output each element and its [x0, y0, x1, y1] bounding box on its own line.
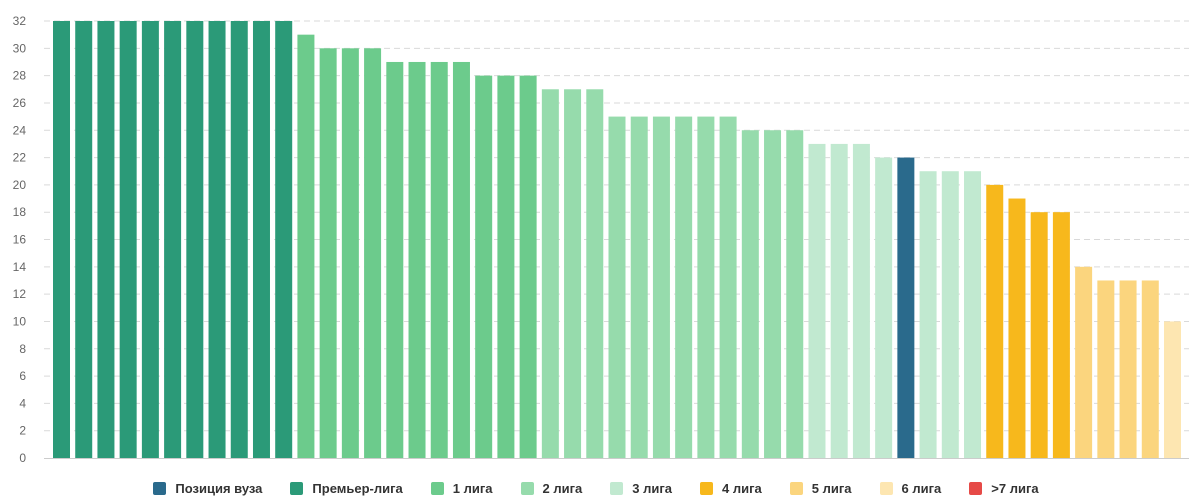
bar[interactable]	[1097, 280, 1115, 458]
legend-label: 3 лига	[632, 480, 673, 496]
y-tick-label: 0	[19, 451, 26, 465]
bar[interactable]	[230, 21, 248, 458]
legend-item-l3[interactable]: 3 лига	[610, 481, 672, 496]
bar[interactable]	[719, 116, 737, 458]
bar[interactable]	[1141, 280, 1159, 458]
legend: Позиция вуза Премьер-лига 1 лига 2 лига 3 ли…	[0, 478, 1192, 498]
bar[interactable]	[1075, 266, 1093, 458]
bar[interactable]	[164, 21, 182, 458]
y-tick-label: 8	[19, 342, 26, 356]
legend-swatch	[610, 481, 624, 495]
bar[interactable]	[141, 21, 159, 458]
bar[interactable]	[764, 130, 782, 458]
bar[interactable]	[630, 116, 648, 458]
legend-item-l7[interactable]: >7 лига	[969, 480, 1039, 496]
bar[interactable]	[1119, 280, 1137, 458]
y-tick-label: 4	[19, 396, 26, 410]
legend-swatch	[290, 481, 304, 495]
legend-swatch	[969, 481, 983, 495]
bar[interactable]	[319, 48, 337, 459]
legend-label: 4 лига	[722, 480, 762, 496]
bar[interactable]	[919, 171, 937, 458]
bar[interactable]	[275, 21, 293, 458]
bar[interactable]	[986, 184, 1004, 459]
bar[interactable]	[675, 116, 693, 458]
bar[interactable]	[964, 171, 982, 458]
legend-item-pos[interactable]: Позиция вуза	[153, 481, 262, 496]
bar[interactable]	[1164, 321, 1181, 458]
bar[interactable]	[941, 171, 959, 458]
bar[interactable]	[541, 89, 559, 458]
bar[interactable]	[75, 21, 93, 458]
legend-swatch	[700, 481, 714, 495]
y-tick-label: 18	[13, 205, 27, 219]
bar-university-position[interactable]	[897, 157, 915, 458]
bar[interactable]	[119, 21, 137, 458]
legend-item-l5[interactable]: 5 лига	[789, 480, 852, 496]
bar[interactable]	[430, 61, 448, 458]
bar[interactable]	[452, 61, 470, 458]
bar[interactable]	[53, 21, 70, 458]
legend-label: Позиция вуза	[175, 480, 263, 496]
legend-swatch	[430, 481, 444, 495]
y-tick-label: 6	[19, 369, 26, 383]
legend-item-premier[interactable]: Премьер-лига	[290, 480, 403, 496]
bar[interactable]	[386, 61, 404, 458]
bar[interactable]	[697, 116, 715, 458]
bar[interactable]	[364, 48, 382, 459]
legend-item-l1[interactable]: 1 лига	[430, 480, 493, 496]
bar[interactable]	[564, 89, 582, 458]
bar[interactable]	[252, 21, 270, 458]
legend-item-l4[interactable]: 4 лига	[700, 481, 762, 496]
y-tick-label: 22	[13, 151, 27, 165]
y-tick-label: 20	[13, 178, 27, 192]
legend-swatch	[879, 481, 893, 495]
legend-label: 6 лига	[901, 480, 942, 496]
y-tick-label: 2	[19, 424, 26, 438]
y-tick-label: 26	[13, 96, 27, 110]
bar[interactable]	[830, 143, 848, 458]
legend-swatch	[520, 481, 534, 495]
bar[interactable]	[1008, 198, 1026, 458]
legend-label: 1 лига	[452, 480, 493, 496]
bar[interactable]	[475, 75, 493, 459]
legend-swatch	[789, 481, 803, 495]
legend-swatch	[153, 481, 167, 495]
legend-item-l2[interactable]: 2 лига	[520, 480, 583, 496]
legend-label: 2 лига	[542, 480, 583, 496]
bar[interactable]	[497, 75, 515, 459]
y-tick-label: 16	[13, 233, 27, 247]
bar[interactable]	[875, 157, 893, 458]
y-tick-label: 24	[13, 123, 27, 137]
y-tick-label: 30	[13, 41, 27, 55]
y-tick-label: 28	[13, 69, 27, 83]
bar[interactable]	[808, 143, 826, 458]
bar[interactable]	[97, 21, 115, 458]
y-tick-label: 10	[13, 314, 27, 328]
bar[interactable]	[852, 143, 870, 458]
bar[interactable]	[786, 130, 804, 458]
bar[interactable]	[652, 116, 670, 458]
bar[interactable]	[408, 61, 426, 458]
bar[interactable]	[586, 89, 604, 458]
bar[interactable]	[1030, 212, 1048, 458]
y-tick-label: 12	[13, 287, 27, 301]
y-tick-label: 14	[13, 260, 27, 274]
bar[interactable]	[608, 116, 626, 458]
bar[interactable]	[741, 130, 759, 458]
bar[interactable]	[186, 21, 204, 458]
legend-item-l6[interactable]: 6 лига	[879, 480, 942, 496]
y-tick-label: 32	[13, 14, 27, 28]
bar[interactable]	[519, 75, 537, 459]
legend-label: 5 лига	[811, 480, 852, 496]
legend-label: >7 лига	[991, 480, 1039, 496]
bar[interactable]	[297, 34, 315, 458]
legend-label: Премьер-лига	[312, 480, 403, 496]
bar[interactable]	[341, 48, 359, 459]
bar[interactable]	[1052, 212, 1070, 458]
bar[interactable]	[208, 21, 226, 458]
bars	[53, 21, 1181, 459]
